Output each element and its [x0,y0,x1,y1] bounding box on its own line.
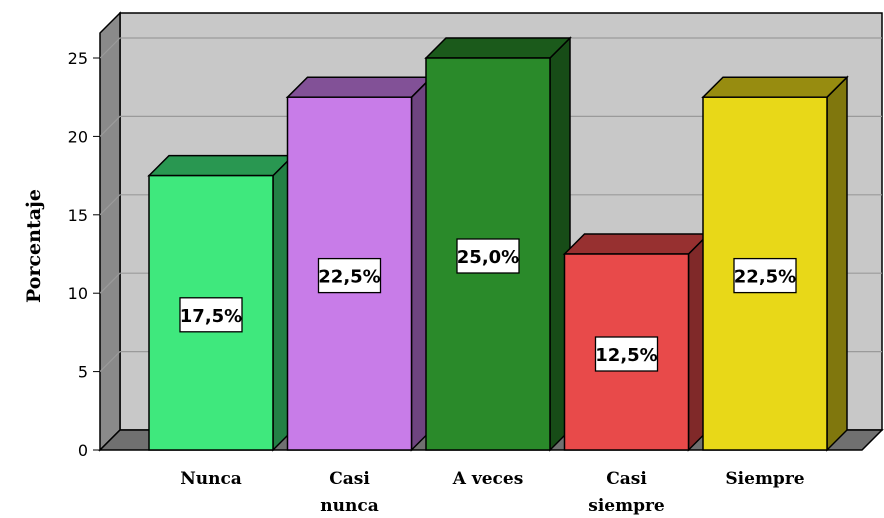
y-axis-title: Porcentaje [23,189,45,303]
gridline [99,194,882,216]
x-tick-label: Siempre [725,469,804,489]
bar-group: 22,5% [701,75,849,452]
y-tick-label: 25 [68,49,88,68]
bar-top [424,37,572,59]
bar-top [701,76,849,98]
bar-group: 22,5% [285,75,434,452]
data-label: 22,5% [734,267,796,288]
bar-top [562,233,711,255]
bar-group: 17,5% [147,153,295,452]
y-axis-ticks: 0 5 10 15 20 25 [68,49,100,460]
data-label-box [456,238,520,274]
data-label: 17,5% [180,306,242,327]
y-tick-label: 15 [68,206,88,225]
left-wall [99,11,121,452]
y-tick-label: 5 [78,363,88,382]
x-tick-label: Casi nunca [320,469,378,516]
gridline [99,37,882,59]
data-label: 22,5% [318,267,380,288]
gridline [99,115,882,137]
data-label: 12,5% [595,345,657,366]
data-label: 25,0% [457,247,519,268]
y-tick-label: 10 [68,284,88,303]
x-tick-label: Casi siempre [588,469,665,516]
bar-group: 12,5% [562,232,711,452]
x-tick-label: A veces [452,469,524,489]
bar-side [826,75,848,452]
data-label-box [317,257,382,294]
bars: 17,5% 22,5% 25,0% 12,5% 22,5% [147,36,849,452]
bar-group: 25,0% [424,36,572,452]
bar-top [147,154,295,177]
data-label-box [179,297,243,333]
bar-top [285,76,434,98]
y-tick-label: 20 [68,127,88,146]
data-label-box [594,336,659,372]
x-tick-label: Nunca [180,469,242,489]
y-tick-label: 0 [78,441,88,460]
x-axis-labels: Nunca Casi nunca A veces Casi siempre Siempre [180,469,805,516]
data-label-box [733,257,797,294]
